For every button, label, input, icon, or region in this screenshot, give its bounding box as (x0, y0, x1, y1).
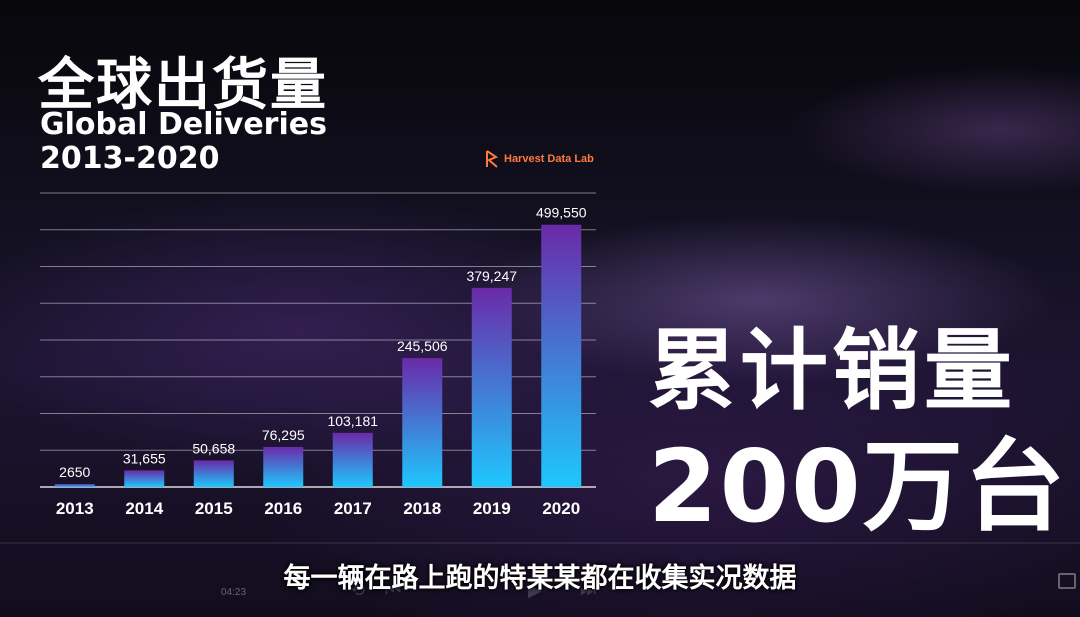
bar-2016 (263, 446, 304, 487)
brand-logo-icon (486, 150, 499, 168)
x-tick-label-2016: 2016 (264, 499, 302, 518)
headline-total-units: 200万台 (648, 428, 1067, 545)
brand-name: Harvest Data Lab (504, 153, 594, 165)
rewind-icon[interactable]: ⟲ (350, 580, 366, 601)
bar-2018 (402, 358, 443, 487)
x-tick-label-2019: 2019 (473, 499, 511, 518)
data-label-2020: 499,550 (536, 205, 587, 221)
data-label-2019: 379,247 (466, 268, 517, 284)
bar-2019 (471, 287, 512, 487)
x-tick-label-2015: 2015 (195, 499, 233, 518)
bar-2017 (332, 432, 373, 487)
video-subtitle: 每一辆在路上跑的特某某都在收集实况数据 (283, 563, 797, 594)
bar-2014 (124, 470, 165, 487)
x-tick-label-2013: 2013 (56, 499, 94, 518)
x-tick-label-2017: 2017 (334, 499, 372, 518)
video-player-controls: 04:23 ⟲ ⏮ ▶ ⏭ (0, 540, 1080, 617)
chart-title-cn: 全球出货量 (38, 53, 328, 118)
headline-cumulative-sales: 累计销量 (648, 319, 1017, 422)
data-label-2015: 50,658 (192, 440, 235, 456)
chart-title-en: Global Deliveries 2013-2020 (40, 108, 327, 176)
data-label-2013: 2650 (59, 464, 90, 480)
data-label-2017: 103,181 (327, 413, 378, 429)
data-label-2018: 245,506 (397, 338, 448, 354)
bar-2020 (541, 224, 582, 487)
play-icon[interactable]: ▶ (528, 580, 542, 601)
bar-2013 (54, 484, 95, 487)
bar-chart: 2650 31,655 50,658 76,295 103,181 245,506 379,… (40, 192, 596, 518)
previous-icon[interactable]: ⏮ (385, 580, 402, 601)
x-tick-label-2014: 2014 (125, 499, 163, 518)
x-tick-label-2018: 2018 (403, 499, 441, 518)
title-en-line2: 2013-2020 (40, 141, 220, 176)
video-time: 04:23 (221, 587, 247, 598)
next-icon[interactable]: ⏭ (580, 580, 597, 601)
video-progress-bar[interactable] (0, 542, 1080, 544)
bar-2015 (193, 460, 234, 487)
data-label-2016: 76,295 (262, 427, 305, 443)
brand-watermark: Harvest Data Lab (485, 150, 594, 168)
title-en-line1: Global Deliveries (40, 107, 327, 142)
x-tick-label-2020: 2020 (542, 499, 580, 518)
fullscreen-icon[interactable] (1058, 573, 1076, 589)
data-label-2014: 31,655 (123, 450, 166, 466)
